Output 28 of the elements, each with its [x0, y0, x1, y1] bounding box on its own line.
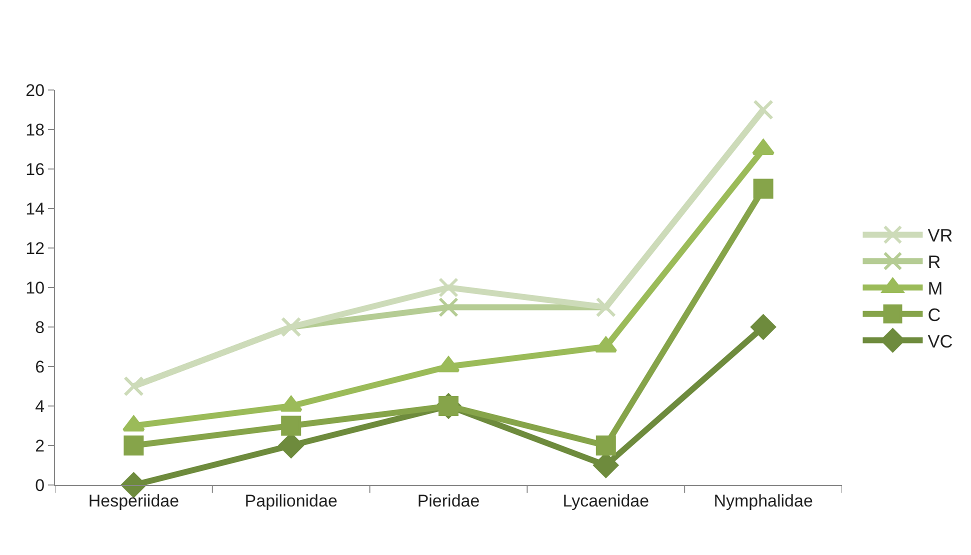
y-tick-label: 4	[35, 396, 45, 416]
legend-label: VC	[928, 331, 953, 352]
y-tick-label: 10	[26, 278, 45, 298]
legend-label: M	[928, 278, 943, 299]
y-tick-label: 12	[26, 238, 45, 258]
y-tick-label: 16	[26, 160, 45, 179]
point	[124, 436, 144, 456]
legend-label: VR	[928, 226, 953, 246]
x-tick-label: Hesperiidae	[88, 491, 180, 510]
point	[750, 314, 776, 340]
point	[438, 297, 458, 318]
point	[596, 436, 616, 456]
y-tick-label: 14	[26, 199, 45, 218]
y-tick-label: 0	[35, 476, 45, 495]
point	[281, 416, 302, 436]
point	[438, 278, 458, 298]
y-tick-label: 18	[26, 120, 45, 140]
y-tick-label: 6	[35, 357, 45, 376]
x-tick-label: Nymphalidae	[714, 491, 813, 510]
y-tick-label: 20	[26, 80, 45, 100]
x-tick-label: Lycaenidae	[562, 491, 650, 510]
y-tick-label: 2	[35, 436, 45, 456]
legend-label: C	[928, 304, 941, 325]
y-tick-label: 8	[35, 318, 45, 337]
x-tick-label: Pieridae	[417, 491, 480, 510]
legend-label: R	[928, 252, 941, 272]
point	[753, 178, 774, 199]
x-tick-label: Papilionidae	[244, 491, 338, 510]
